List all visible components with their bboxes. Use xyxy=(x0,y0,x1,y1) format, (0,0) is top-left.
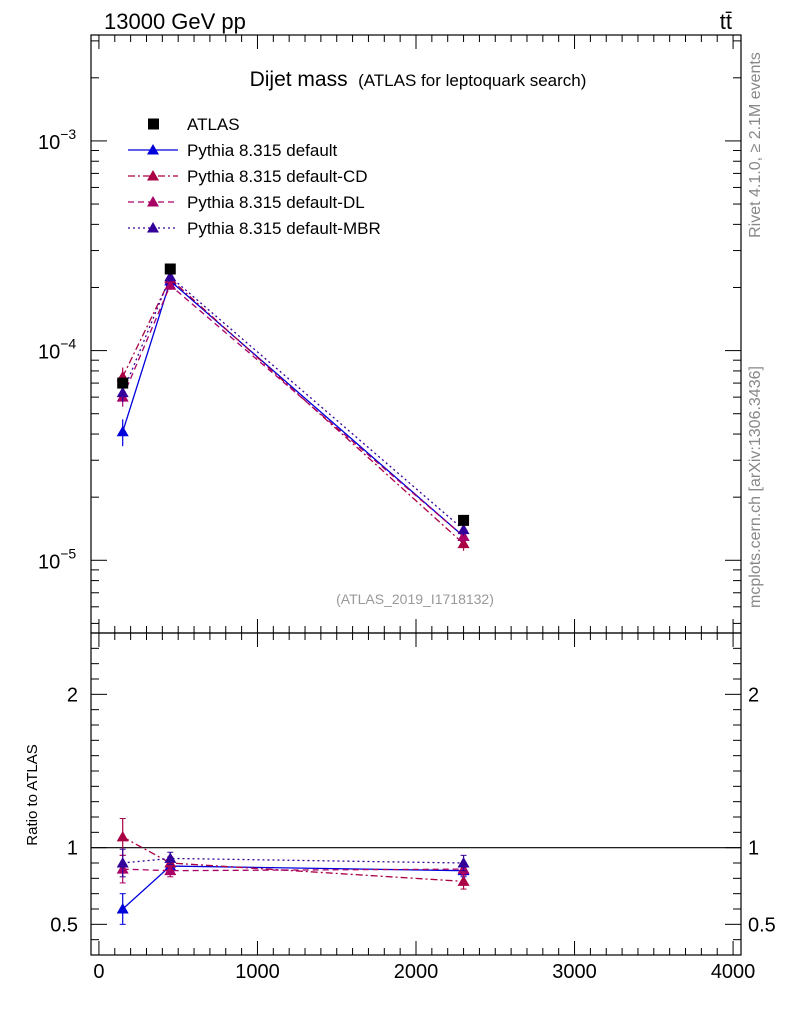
legend-label-mbr: Pythia 8.315 default-MBR xyxy=(187,219,381,238)
main-axis-ticks: 10−5 10−4 10−3 xyxy=(38,40,741,624)
source-label: mcplots.cern.ch [arXiv:1306.3436] xyxy=(747,366,764,608)
ratio-y-tick-label-left: 2 xyxy=(67,684,78,706)
ratio-line-cd xyxy=(122,836,464,883)
ratio-point-cd xyxy=(116,830,129,842)
ratio-y-tick-label-right: 1 xyxy=(748,838,759,860)
series-point-mbr xyxy=(164,270,177,282)
legend-marker-atlas xyxy=(148,118,159,130)
series-line-cd xyxy=(122,277,464,545)
chart-watermark: (ATLAS_2019_I1718132) xyxy=(336,591,494,607)
legend-label-default: Pythia 8.315 default xyxy=(187,141,338,160)
series-point-cd xyxy=(457,537,470,549)
ratio-axis-ticks: 0.5 0.5 1 1 2 2 xyxy=(50,632,776,956)
series-point-mbr xyxy=(116,386,129,398)
atlas-data-point xyxy=(117,377,129,389)
x-tick-label: 2000 xyxy=(394,961,439,983)
legend-label-cd: Pythia 8.315 default-CD xyxy=(187,167,368,186)
header-left-label: 13000 GeV pp xyxy=(104,9,246,34)
main-y-tick-label: 10−4 xyxy=(38,336,76,364)
series-line-dl xyxy=(122,284,464,537)
legend-marker-cd xyxy=(147,170,159,181)
ratio-y-tick-label-left: 1 xyxy=(67,838,78,860)
ratio-point-mbr xyxy=(116,857,129,868)
chart-title: Dijet mass (ATLAS for leptoquark search) xyxy=(250,68,587,91)
ratio-axis-label: Ratio to ATLAS xyxy=(24,744,41,845)
x-tick-label: 0 xyxy=(93,961,104,983)
main-series-layer xyxy=(116,263,470,551)
atlas-data-point xyxy=(164,263,176,275)
legend-marker-dl xyxy=(147,196,159,207)
x-tick-label: 4000 xyxy=(711,961,756,983)
ratio-y-tick-label-right: 2 xyxy=(748,684,759,706)
legend: ATLAS Pythia 8.315 default Pythia 8.315 de… xyxy=(128,115,381,238)
legend-label-atlas: ATLAS xyxy=(187,115,240,134)
ratio-point-cd xyxy=(457,875,470,886)
chart-subtitle: (ATLAS for leptoquark search) xyxy=(358,71,586,90)
ratio-series-layer xyxy=(116,818,470,925)
x-tick-label: 3000 xyxy=(552,961,597,983)
header-right-label: tt̄ xyxy=(720,9,732,34)
ratio-line-dl xyxy=(122,868,464,872)
ratio-point-mbr xyxy=(457,857,470,868)
ratio-point-dl xyxy=(164,864,177,876)
x-tick-label: 1000 xyxy=(235,961,280,983)
main-y-tick-label: 10−3 xyxy=(38,126,76,154)
series-point-mbr xyxy=(457,523,470,535)
series-point-default xyxy=(116,425,129,437)
chart-title-main: Dijet mass xyxy=(250,68,348,91)
ratio-plot-frame xyxy=(90,632,742,956)
series-point-dl xyxy=(164,279,177,290)
legend-marker-default xyxy=(147,144,159,155)
ratio-point-mbr xyxy=(164,852,177,863)
legend-label-dl: Pythia 8.315 default-DL xyxy=(187,193,365,212)
ratio-y-tick-label-left: 0.5 xyxy=(50,914,78,936)
ratio-point-default xyxy=(116,903,129,914)
legend-marker-mbr xyxy=(147,222,159,233)
main-y-tick-label: 10−5 xyxy=(38,545,76,573)
ratio-line-mbr xyxy=(122,857,464,864)
ratio-y-tick-label-right: 0.5 xyxy=(748,914,776,936)
rivet-version-label: Rivet 4.1.0, ≥ 2.1M events xyxy=(747,52,764,238)
x-axis-ticks: 0 1000 2000 3000 4000 xyxy=(93,35,755,983)
atlas-data-point xyxy=(458,514,470,526)
